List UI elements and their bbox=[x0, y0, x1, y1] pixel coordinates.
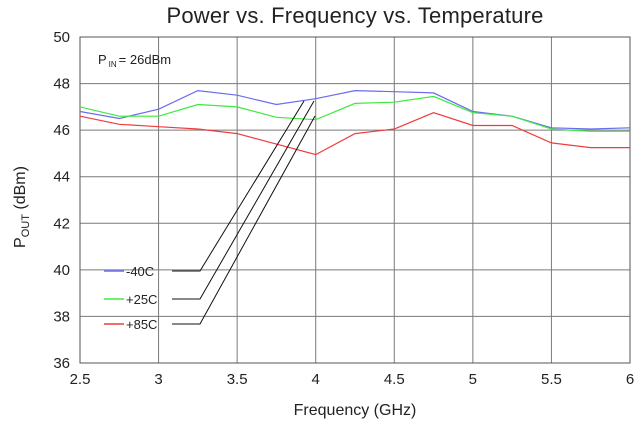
callout-line bbox=[172, 100, 305, 272]
y-tick-label: 48 bbox=[53, 76, 70, 93]
y-axis-title-subscript: OUT bbox=[20, 214, 32, 238]
callout-line bbox=[172, 100, 315, 300]
input-power-annotation-main: P bbox=[98, 52, 107, 67]
legend-label: +25C bbox=[126, 292, 157, 307]
input-power-annotation-subscript: IN bbox=[109, 60, 117, 69]
grid-lines bbox=[79, 36, 631, 364]
legend-callout-lines bbox=[172, 100, 316, 325]
x-tick-label: 4.5 bbox=[384, 371, 405, 388]
y-tick-label: 44 bbox=[53, 169, 70, 186]
input-power-annotation-value: = 26dBm bbox=[119, 52, 171, 67]
y-axis-title-main: P bbox=[12, 237, 29, 248]
y-tick-label: 38 bbox=[53, 308, 70, 325]
plot-area bbox=[79, 36, 631, 364]
legend-label: +85C bbox=[126, 317, 157, 332]
x-tick-label: 2.5 bbox=[70, 371, 91, 388]
input-power-annotation: P IN = 26dBm bbox=[98, 52, 171, 69]
x-tick-label: 3.5 bbox=[227, 371, 248, 388]
y-axis-title: POUT (dBm) bbox=[12, 166, 32, 248]
y-tick-label: 40 bbox=[53, 262, 70, 279]
series-lines bbox=[79, 89, 631, 156]
legend-label: -40C bbox=[126, 264, 154, 279]
y-tick-label: 42 bbox=[53, 215, 70, 232]
x-axis-title: Frequency (GHz) bbox=[294, 402, 417, 419]
legend: -40C +25C +85C bbox=[104, 264, 157, 332]
tick-labels: 2.5 3 3.5 4 4.5 5 5.5 6 36 38 40 42 44 46 48 50 bbox=[53, 29, 634, 388]
x-tick-label: 5 bbox=[469, 371, 477, 388]
series-line bbox=[79, 112, 630, 156]
y-tick-label: 50 bbox=[53, 29, 70, 46]
series-line bbox=[79, 95, 630, 132]
x-tick-label: 4 bbox=[312, 371, 320, 388]
y-tick-label: 46 bbox=[53, 122, 70, 139]
callout-line bbox=[172, 115, 316, 325]
x-tick-label: 6 bbox=[626, 371, 634, 388]
x-tick-label: 5.5 bbox=[541, 371, 562, 388]
chart-title: Power vs. Frequency vs. Temperature bbox=[166, 3, 544, 28]
series-line bbox=[79, 89, 631, 130]
x-tick-label: 3 bbox=[154, 371, 162, 388]
y-tick-label: 36 bbox=[53, 355, 70, 372]
y-axis-title-units: (dBm) bbox=[12, 166, 29, 214]
